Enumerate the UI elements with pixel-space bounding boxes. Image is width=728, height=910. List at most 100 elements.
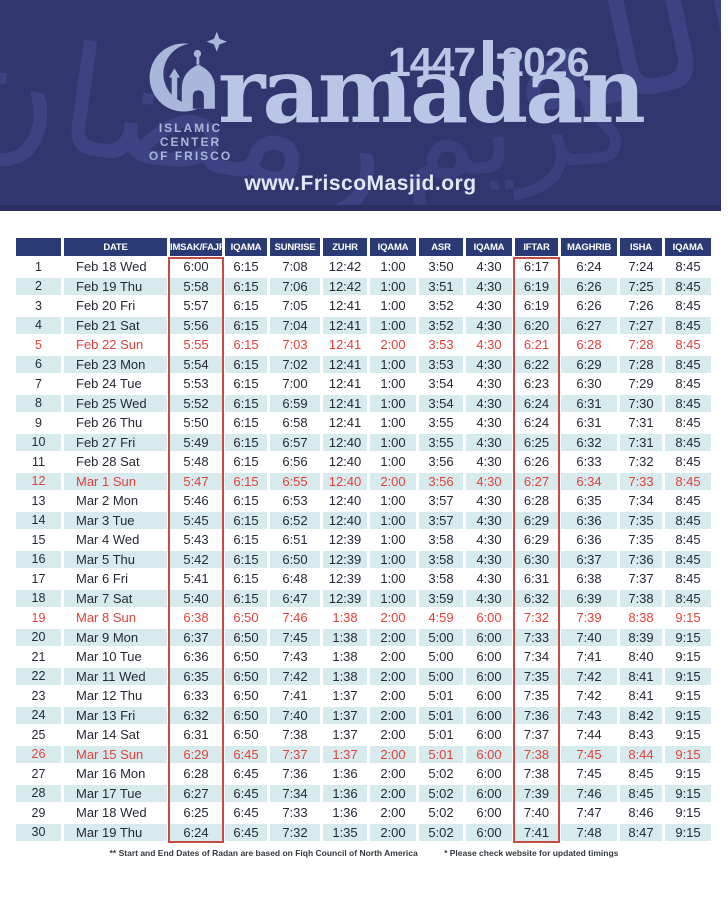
day-number-cell: 6 <box>16 355 61 373</box>
asr-cell: 3:57 <box>419 492 463 510</box>
fajr-iqama-cell: 6:50 <box>225 706 267 724</box>
zuhr-iqama-cell: 1:00 <box>370 414 416 432</box>
asr-cell: 3:57 <box>419 511 463 529</box>
date-cell: Feb 20 Fri <box>64 297 167 315</box>
table-row: 15 Mar 4 Wed 5:43 6:15 6:51 12:39 1:00 3:58 4:30… <box>16 531 711 549</box>
imsak-fajr-cell: 5:53 <box>170 375 222 393</box>
asr-cell: 3:53 <box>419 336 463 354</box>
col-header-sunrise: SUNRISE <box>270 238 320 256</box>
isha-cell: 7:28 <box>620 336 662 354</box>
col-header-fajr-iqama: IQAMA <box>225 238 267 256</box>
isha-cell: 7:25 <box>620 277 662 295</box>
iftar-cell: 7:37 <box>515 726 558 744</box>
date-cell: Feb 25 Wed <box>64 394 167 412</box>
isha-iqama-cell: 8:45 <box>665 531 711 549</box>
zuhr-cell: 12:41 <box>323 375 367 393</box>
asr-cell: 3:58 <box>419 550 463 568</box>
sunrise-cell: 6:58 <box>270 414 320 432</box>
fajr-iqama-cell: 6:15 <box>225 550 267 568</box>
maghrib-cell: 7:43 <box>561 706 617 724</box>
table-row: 14 Mar 3 Tue 5:45 6:15 6:52 12:40 1:00 3:57 4:30… <box>16 511 711 529</box>
page-title: ramadan <box>218 38 646 144</box>
date-cell: Feb 28 Sat <box>64 453 167 471</box>
date-cell: Mar 17 Tue <box>64 784 167 802</box>
day-number-cell: 27 <box>16 765 61 783</box>
zuhr-iqama-cell: 2:00 <box>370 472 416 490</box>
day-number-cell: 21 <box>16 648 61 666</box>
asr-iqama-cell: 4:30 <box>466 589 512 607</box>
sunrise-cell: 7:08 <box>270 258 320 276</box>
maghrib-cell: 6:26 <box>561 297 617 315</box>
isha-iqama-cell: 8:45 <box>665 394 711 412</box>
maghrib-cell: 7:46 <box>561 784 617 802</box>
fajr-iqama-cell: 6:15 <box>225 394 267 412</box>
zuhr-iqama-cell: 2:00 <box>370 804 416 822</box>
maghrib-cell: 6:32 <box>561 433 617 451</box>
asr-iqama-cell: 6:00 <box>466 765 512 783</box>
sunrise-cell: 7:00 <box>270 375 320 393</box>
isha-iqama-cell: 9:15 <box>665 609 711 627</box>
table-row: 7 Feb 24 Tue 5:53 6:15 7:00 12:41 1:00 3:54 4:30… <box>16 375 711 393</box>
asr-cell: 5:01 <box>419 706 463 724</box>
iftar-cell: 6:21 <box>515 336 558 354</box>
table-row: 11 Feb 28 Sat 5:48 6:15 6:56 12:40 1:00 3:56 4:3… <box>16 453 711 471</box>
zuhr-cell: 12:39 <box>323 531 367 549</box>
asr-cell: 3:55 <box>419 414 463 432</box>
fajr-iqama-cell: 6:50 <box>225 726 267 744</box>
asr-iqama-cell: 6:00 <box>466 804 512 822</box>
asr-cell: 4:59 <box>419 609 463 627</box>
fajr-iqama-cell: 6:15 <box>225 316 267 334</box>
fajr-iqama-cell: 6:15 <box>225 336 267 354</box>
date-cell: Mar 1 Sun <box>64 472 167 490</box>
zuhr-iqama-cell: 1:00 <box>370 570 416 588</box>
iftar-cell: 6:29 <box>515 511 558 529</box>
fajr-iqama-cell: 6:15 <box>225 570 267 588</box>
day-number-cell: 7 <box>16 375 61 393</box>
zuhr-iqama-cell: 1:00 <box>370 453 416 471</box>
asr-iqama-cell: 6:00 <box>466 628 512 646</box>
asr-iqama-cell: 4:30 <box>466 433 512 451</box>
imsak-fajr-cell: 5:58 <box>170 277 222 295</box>
day-number-cell: 24 <box>16 706 61 724</box>
fajr-iqama-cell: 6:50 <box>225 667 267 685</box>
iftar-cell: 6:29 <box>515 531 558 549</box>
zuhr-iqama-cell: 2:00 <box>370 784 416 802</box>
maghrib-cell: 7:39 <box>561 609 617 627</box>
day-number-cell: 3 <box>16 297 61 315</box>
sunrise-cell: 6:48 <box>270 570 320 588</box>
asr-cell: 5:00 <box>419 667 463 685</box>
zuhr-cell: 12:42 <box>323 277 367 295</box>
asr-cell: 3:58 <box>419 570 463 588</box>
sunrise-cell: 6:53 <box>270 492 320 510</box>
isha-iqama-cell: 8:45 <box>665 336 711 354</box>
maghrib-cell: 6:35 <box>561 492 617 510</box>
day-number-cell: 23 <box>16 687 61 705</box>
gregorian-year: 2026 <box>501 38 589 85</box>
table-row: 9 Feb 26 Thu 5:50 6:15 6:58 12:41 1:00 3:55 4:30… <box>16 414 711 432</box>
asr-cell: 3:58 <box>419 531 463 549</box>
sunrise-cell: 7:36 <box>270 765 320 783</box>
asr-cell: 3:54 <box>419 394 463 412</box>
isha-iqama-cell: 8:45 <box>665 414 711 432</box>
fajr-iqama-cell: 6:50 <box>225 687 267 705</box>
isha-cell: 7:37 <box>620 570 662 588</box>
date-cell: Mar 15 Sun <box>64 745 167 763</box>
maghrib-cell: 6:38 <box>561 570 617 588</box>
day-number-cell: 14 <box>16 511 61 529</box>
iftar-cell: 7:35 <box>515 687 558 705</box>
iftar-cell: 6:17 <box>515 258 558 276</box>
iftar-cell: 7:38 <box>515 745 558 763</box>
zuhr-cell: 12:41 <box>323 355 367 373</box>
day-number-cell: 5 <box>16 336 61 354</box>
org-name-line: ISLAMIC <box>158 121 223 135</box>
day-number-cell: 12 <box>16 472 61 490</box>
zuhr-iqama-cell: 1:00 <box>370 394 416 412</box>
col-header-isha-iqama: IQAMA <box>665 238 711 256</box>
iftar-cell: 6:23 <box>515 375 558 393</box>
zuhr-cell: 1:38 <box>323 628 367 646</box>
isha-cell: 7:35 <box>620 511 662 529</box>
date-cell: Mar 2 Mon <box>64 492 167 510</box>
zuhr-iqama-cell: 1:00 <box>370 511 416 529</box>
imsak-fajr-cell: 5:49 <box>170 433 222 451</box>
asr-iqama-cell: 6:00 <box>466 784 512 802</box>
